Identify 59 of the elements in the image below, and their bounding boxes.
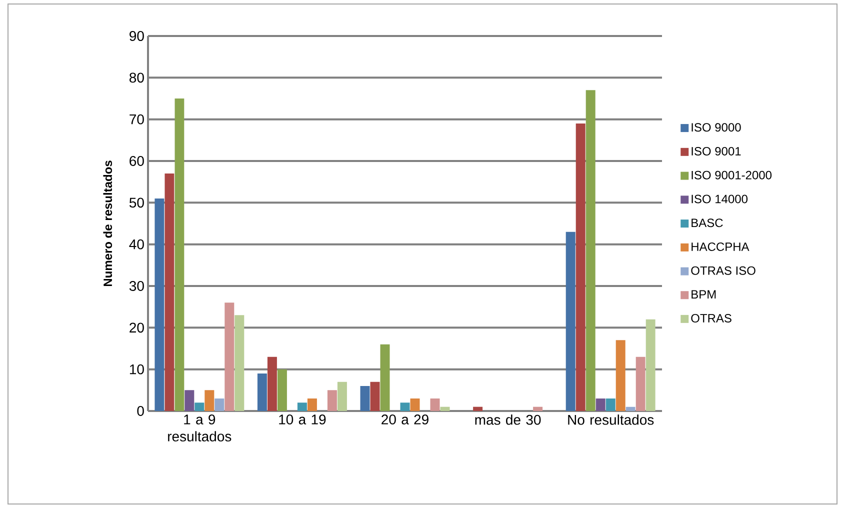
y-tick-label: 70: [130, 114, 144, 124]
bar: [400, 402, 410, 411]
legend-label: BASC: [692, 218, 723, 228]
legend-label: ISO 9001-2000: [692, 170, 772, 180]
bar: [440, 406, 450, 411]
y-axis-title: Numero de resultados: [103, 160, 112, 286]
y-tick-label: 80: [130, 72, 144, 83]
legend-label: BPM: [692, 290, 716, 299]
x-tick-label: mas de 30: [475, 414, 541, 425]
bar: [626, 406, 636, 411]
legend-label: ISO 9001: [692, 146, 741, 156]
bar: [154, 198, 164, 411]
bar: [164, 173, 174, 411]
legend-label: HACCPHA: [692, 242, 750, 251]
y-tick-label: 10: [130, 364, 144, 374]
bar: [636, 356, 646, 411]
bar: [586, 90, 596, 411]
bar: [473, 406, 483, 411]
y-tick-label: 60: [130, 156, 144, 166]
bar: [174, 98, 184, 411]
bar: [576, 123, 586, 411]
bar: [234, 315, 244, 411]
y-tick-label: 90: [130, 31, 144, 41]
bar: [370, 382, 380, 411]
bar: [596, 398, 606, 411]
x-tick-label: 10 a 19: [279, 414, 326, 424]
bar: [606, 398, 616, 411]
bar: [224, 302, 234, 411]
legend-label: OTRAS ISO: [691, 266, 756, 275]
x-tick-label: 20 a 29: [382, 414, 428, 424]
y-tick-label: 30: [129, 281, 144, 291]
bar: [214, 398, 224, 411]
bar: [533, 406, 543, 411]
y-tick-label: 0: [137, 406, 144, 416]
bar: [616, 340, 626, 411]
bar: [327, 390, 337, 411]
x-tick-label: No resultados: [568, 414, 654, 425]
bar: [257, 373, 267, 411]
bar: [184, 390, 194, 411]
y-tick-label: 40: [129, 239, 144, 250]
legend-label: ISO 9000: [692, 123, 741, 132]
bar: [380, 344, 390, 411]
bar: [337, 382, 347, 411]
bar: [277, 369, 287, 411]
bar: [410, 398, 420, 411]
y-tick-label: 50: [129, 198, 144, 208]
bar: [297, 402, 307, 411]
legend-label: ISO 14000: [692, 194, 748, 204]
bar: [267, 356, 277, 411]
bar: [566, 232, 576, 411]
bar: [646, 319, 656, 411]
bar: [204, 390, 214, 411]
bar: [430, 398, 440, 411]
x-tick-label: 1 a 9 resultados: [168, 414, 232, 442]
bar: [307, 398, 317, 411]
bar: [360, 386, 370, 411]
legend-label: OTRAS: [691, 314, 732, 322]
y-tick-label: 20: [130, 322, 144, 333]
bar: [194, 402, 204, 411]
